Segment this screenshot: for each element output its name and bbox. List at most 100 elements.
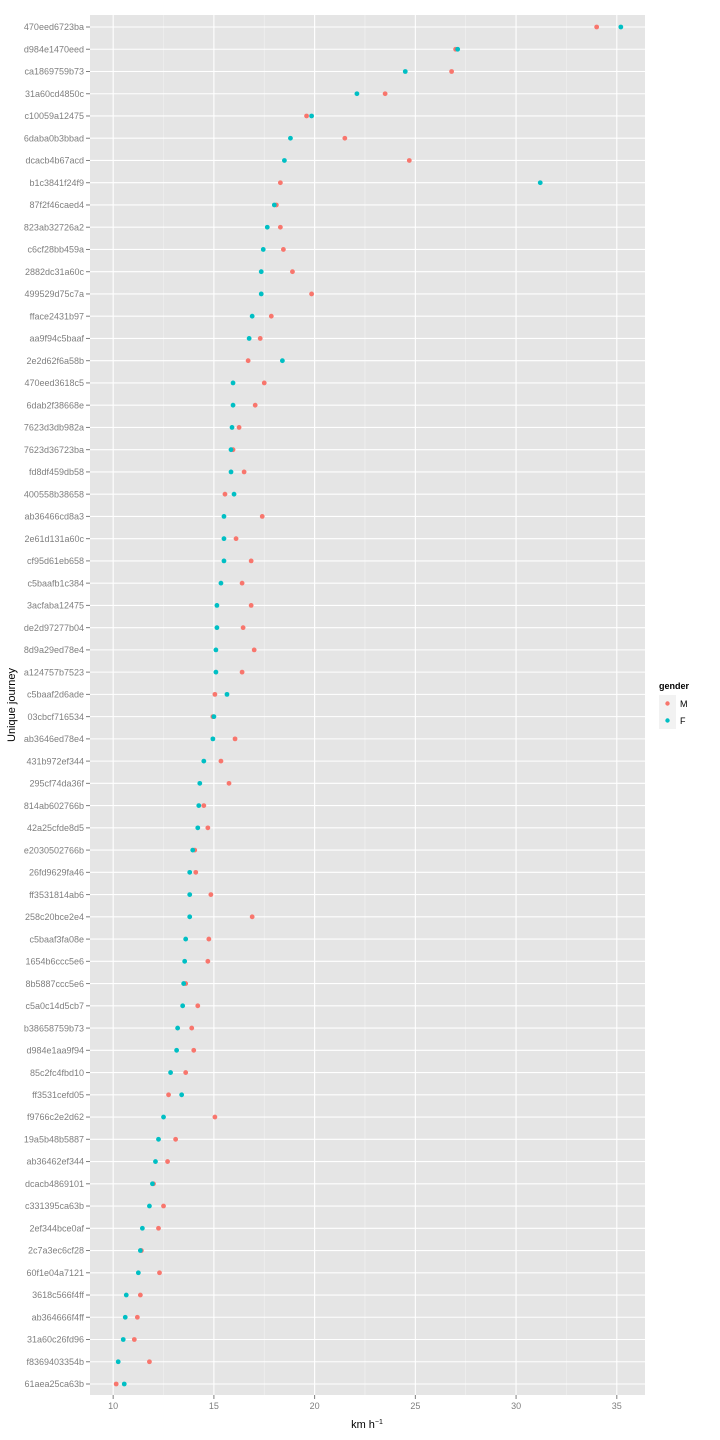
point-f bbox=[213, 647, 219, 653]
point-f bbox=[221, 558, 227, 564]
point-f bbox=[180, 1003, 186, 1009]
point-f bbox=[282, 158, 287, 163]
x-axis: 10 15 20 25 30 35 bbox=[108, 1395, 622, 1411]
point-m bbox=[205, 958, 211, 964]
point-f bbox=[229, 425, 235, 430]
point-f bbox=[258, 291, 264, 297]
point-m bbox=[280, 247, 286, 252]
x-tick-label: 30 bbox=[511, 1401, 521, 1411]
point-m bbox=[277, 180, 283, 186]
point-m bbox=[449, 69, 455, 74]
y-tick-label: cf95d61eb658 bbox=[27, 556, 84, 566]
point-m bbox=[156, 1225, 161, 1231]
y-tick-label: 2e2d62f6a58b bbox=[26, 356, 84, 366]
y-tick-label: 6daba0b3bbad bbox=[24, 133, 84, 143]
point-f bbox=[214, 625, 220, 631]
point-m bbox=[212, 1114, 218, 1120]
point-m bbox=[239, 669, 245, 675]
point-f bbox=[201, 758, 207, 764]
point-m bbox=[261, 380, 267, 386]
y-tick-label: aa9f94c5baaf bbox=[29, 334, 84, 344]
y-tick-label: c10059a12475 bbox=[24, 111, 84, 121]
point-f bbox=[228, 447, 234, 453]
x-tick-label: 20 bbox=[310, 1401, 320, 1411]
y-tick-label: 60f1e04a7121 bbox=[26, 1268, 84, 1278]
point-f bbox=[181, 981, 187, 986]
point-m bbox=[166, 1092, 171, 1098]
point-f bbox=[230, 402, 236, 408]
point-m bbox=[239, 580, 245, 586]
point-m bbox=[342, 135, 348, 141]
point-f bbox=[221, 536, 227, 542]
point-m bbox=[248, 558, 254, 564]
y-tick-label: dcacb4869101 bbox=[25, 1179, 84, 1189]
y-tick-label: 823ab32726a2 bbox=[24, 222, 84, 232]
y-tick-label: 400558b38658 bbox=[24, 489, 84, 499]
point-f bbox=[196, 803, 202, 809]
y-tick-label: b38658759b73 bbox=[24, 1023, 84, 1033]
point-m bbox=[236, 425, 242, 430]
y-tick-label: c5baaf3fa08e bbox=[29, 934, 84, 944]
x-tick-label: 15 bbox=[209, 1401, 219, 1411]
point-f bbox=[122, 1314, 128, 1320]
point-f bbox=[115, 1359, 121, 1365]
point-m bbox=[240, 625, 246, 631]
point-m bbox=[193, 869, 199, 875]
point-m bbox=[137, 1292, 143, 1298]
point-m bbox=[233, 536, 239, 542]
y-tick-label: 8d9a29ed78e4 bbox=[24, 645, 84, 655]
point-m bbox=[594, 24, 600, 30]
point-m bbox=[382, 91, 388, 97]
point-f bbox=[224, 691, 230, 697]
legend: gender M F bbox=[659, 681, 690, 729]
point-m bbox=[251, 647, 257, 653]
point-f bbox=[123, 1292, 129, 1298]
point-f bbox=[153, 1159, 158, 1164]
y-tick-label: 31a60c26fd96 bbox=[27, 1335, 84, 1345]
y-tick-label: ca1869759b73 bbox=[24, 67, 84, 77]
y-tick-label: dcacb4b67acd bbox=[25, 156, 84, 166]
point-m bbox=[205, 825, 211, 831]
point-m bbox=[183, 1070, 189, 1075]
point-f bbox=[211, 714, 217, 720]
point-f bbox=[213, 669, 219, 675]
point-m bbox=[165, 1159, 170, 1164]
plot-panel bbox=[90, 15, 645, 1395]
point-m bbox=[131, 1337, 137, 1342]
data-points bbox=[113, 24, 624, 1387]
y-tick-label: ab3646ed78e4 bbox=[24, 734, 84, 744]
y-tick-label: a124757b7523 bbox=[24, 667, 84, 677]
point-f bbox=[139, 1225, 145, 1231]
point-f bbox=[288, 135, 293, 141]
point-m bbox=[406, 158, 412, 163]
point-f bbox=[402, 69, 408, 74]
point-m bbox=[232, 736, 238, 742]
y-tick-label: 1654b6ccc5e6 bbox=[25, 957, 84, 967]
point-m bbox=[268, 313, 274, 319]
y-tick-label: 470eed3618c5 bbox=[24, 378, 84, 388]
point-f bbox=[309, 113, 314, 119]
point-m bbox=[259, 514, 265, 519]
point-m bbox=[248, 602, 254, 608]
y-tick-label: 2882dc31a60c bbox=[25, 267, 85, 277]
y-tick-label: c5a0c14d5cb7 bbox=[25, 1001, 84, 1011]
point-f bbox=[197, 780, 203, 786]
point-f bbox=[264, 224, 270, 230]
point-f bbox=[537, 180, 543, 186]
point-m bbox=[249, 914, 255, 920]
point-m bbox=[189, 1025, 195, 1031]
y-tick-label: 26fd9629fa46 bbox=[29, 868, 84, 878]
point-m bbox=[252, 402, 258, 408]
y-tick-label: de2d97277b04 bbox=[24, 623, 84, 633]
point-f bbox=[175, 1025, 181, 1031]
point-m bbox=[173, 1136, 179, 1142]
point-m bbox=[226, 780, 232, 786]
y-tick-label: 19a5b48b5887 bbox=[24, 1134, 84, 1144]
y-tick-label: fface2431b97 bbox=[30, 311, 84, 321]
y-tick-label: b1c3841f24f9 bbox=[29, 178, 84, 188]
y-axis: 470eed6723ba d984e1470eed ca1869759b73 31a6… bbox=[24, 22, 90, 1389]
y-tick-label: 2ef344bce0af bbox=[29, 1223, 84, 1233]
y-tick-label: 3acfaba12475 bbox=[27, 601, 84, 611]
point-f bbox=[135, 1270, 141, 1276]
point-m bbox=[304, 113, 309, 119]
